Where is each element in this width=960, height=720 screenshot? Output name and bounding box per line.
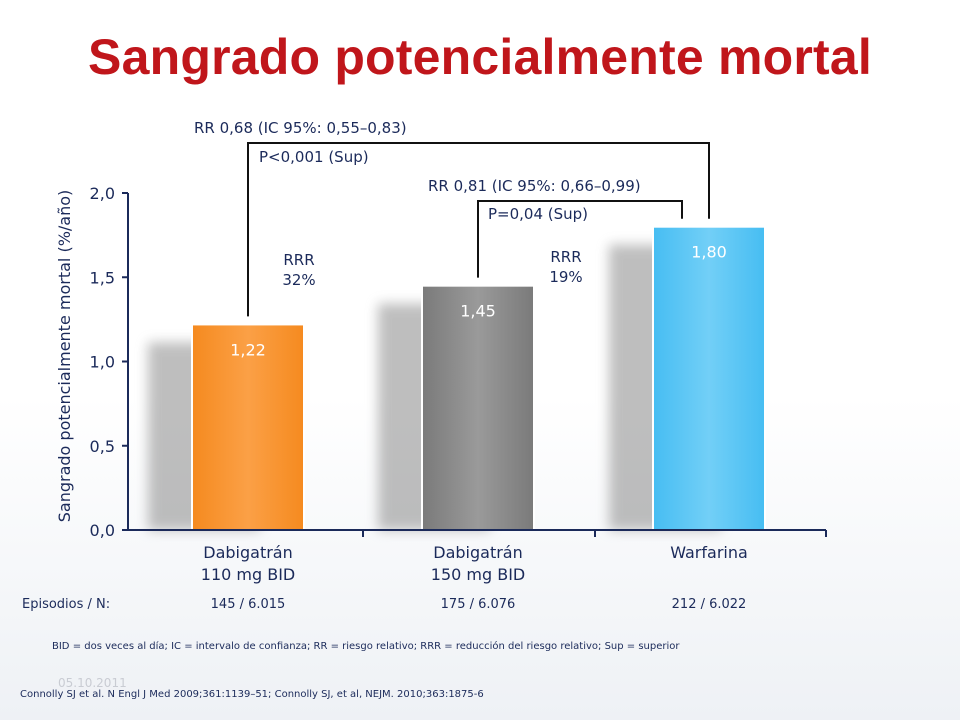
p-value-text: P<0,001 (Sup) [259, 148, 369, 166]
comparison-bracket [477, 200, 683, 278]
footnote: BID = dos veces al día; IC = intervalo d… [52, 641, 680, 652]
episodes-value: 145 / 6.015 [210, 597, 286, 612]
bar-value-label: 1,22 [230, 340, 266, 359]
y-tick-label: 0,5 [90, 437, 115, 456]
bar [421, 284, 535, 531]
y-tick-label: 0,0 [90, 521, 115, 540]
episodes-value: 175 / 6.076 [440, 597, 516, 612]
y-axis-title: Sangrado potencialmente mortal (%/año) [55, 190, 74, 523]
comparison-bracket [247, 142, 710, 317]
bar [191, 323, 305, 531]
x-category-label: Warfarina [670, 543, 748, 562]
rrr-text: RRR 32% [282, 251, 315, 289]
rr-text: RR 0,81 (IC 95%: 0,66–0,99) [428, 177, 641, 195]
bar-value-label: 1,80 [691, 243, 727, 262]
bar [652, 225, 766, 531]
slide-title: Sangrado potencialmente mortal [88, 29, 872, 85]
p-value-text: P=0,04 (Sup) [488, 205, 588, 223]
x-category-label: Dabigatrán 150 mg BID [431, 543, 525, 584]
y-tick-label: 1,0 [90, 353, 115, 372]
rr-text: RR 0,68 (IC 95%: 0,55–0,83) [194, 119, 407, 137]
rrr-text: RRR 19% [549, 248, 582, 286]
y-tick-label: 1,5 [90, 268, 115, 287]
bar-value-label: 1,45 [460, 302, 496, 321]
date-stamp: 05.10.2011 [58, 676, 127, 690]
reference: Connolly SJ et al. N Engl J Med 2009;361… [20, 689, 484, 700]
y-tick-label: 2,0 [90, 184, 115, 203]
episodes-label: Episodios / N: [22, 597, 111, 612]
episodes-value: 212 / 6.022 [671, 597, 747, 612]
x-category-label: Dabigatrán 110 mg BID [201, 543, 295, 584]
